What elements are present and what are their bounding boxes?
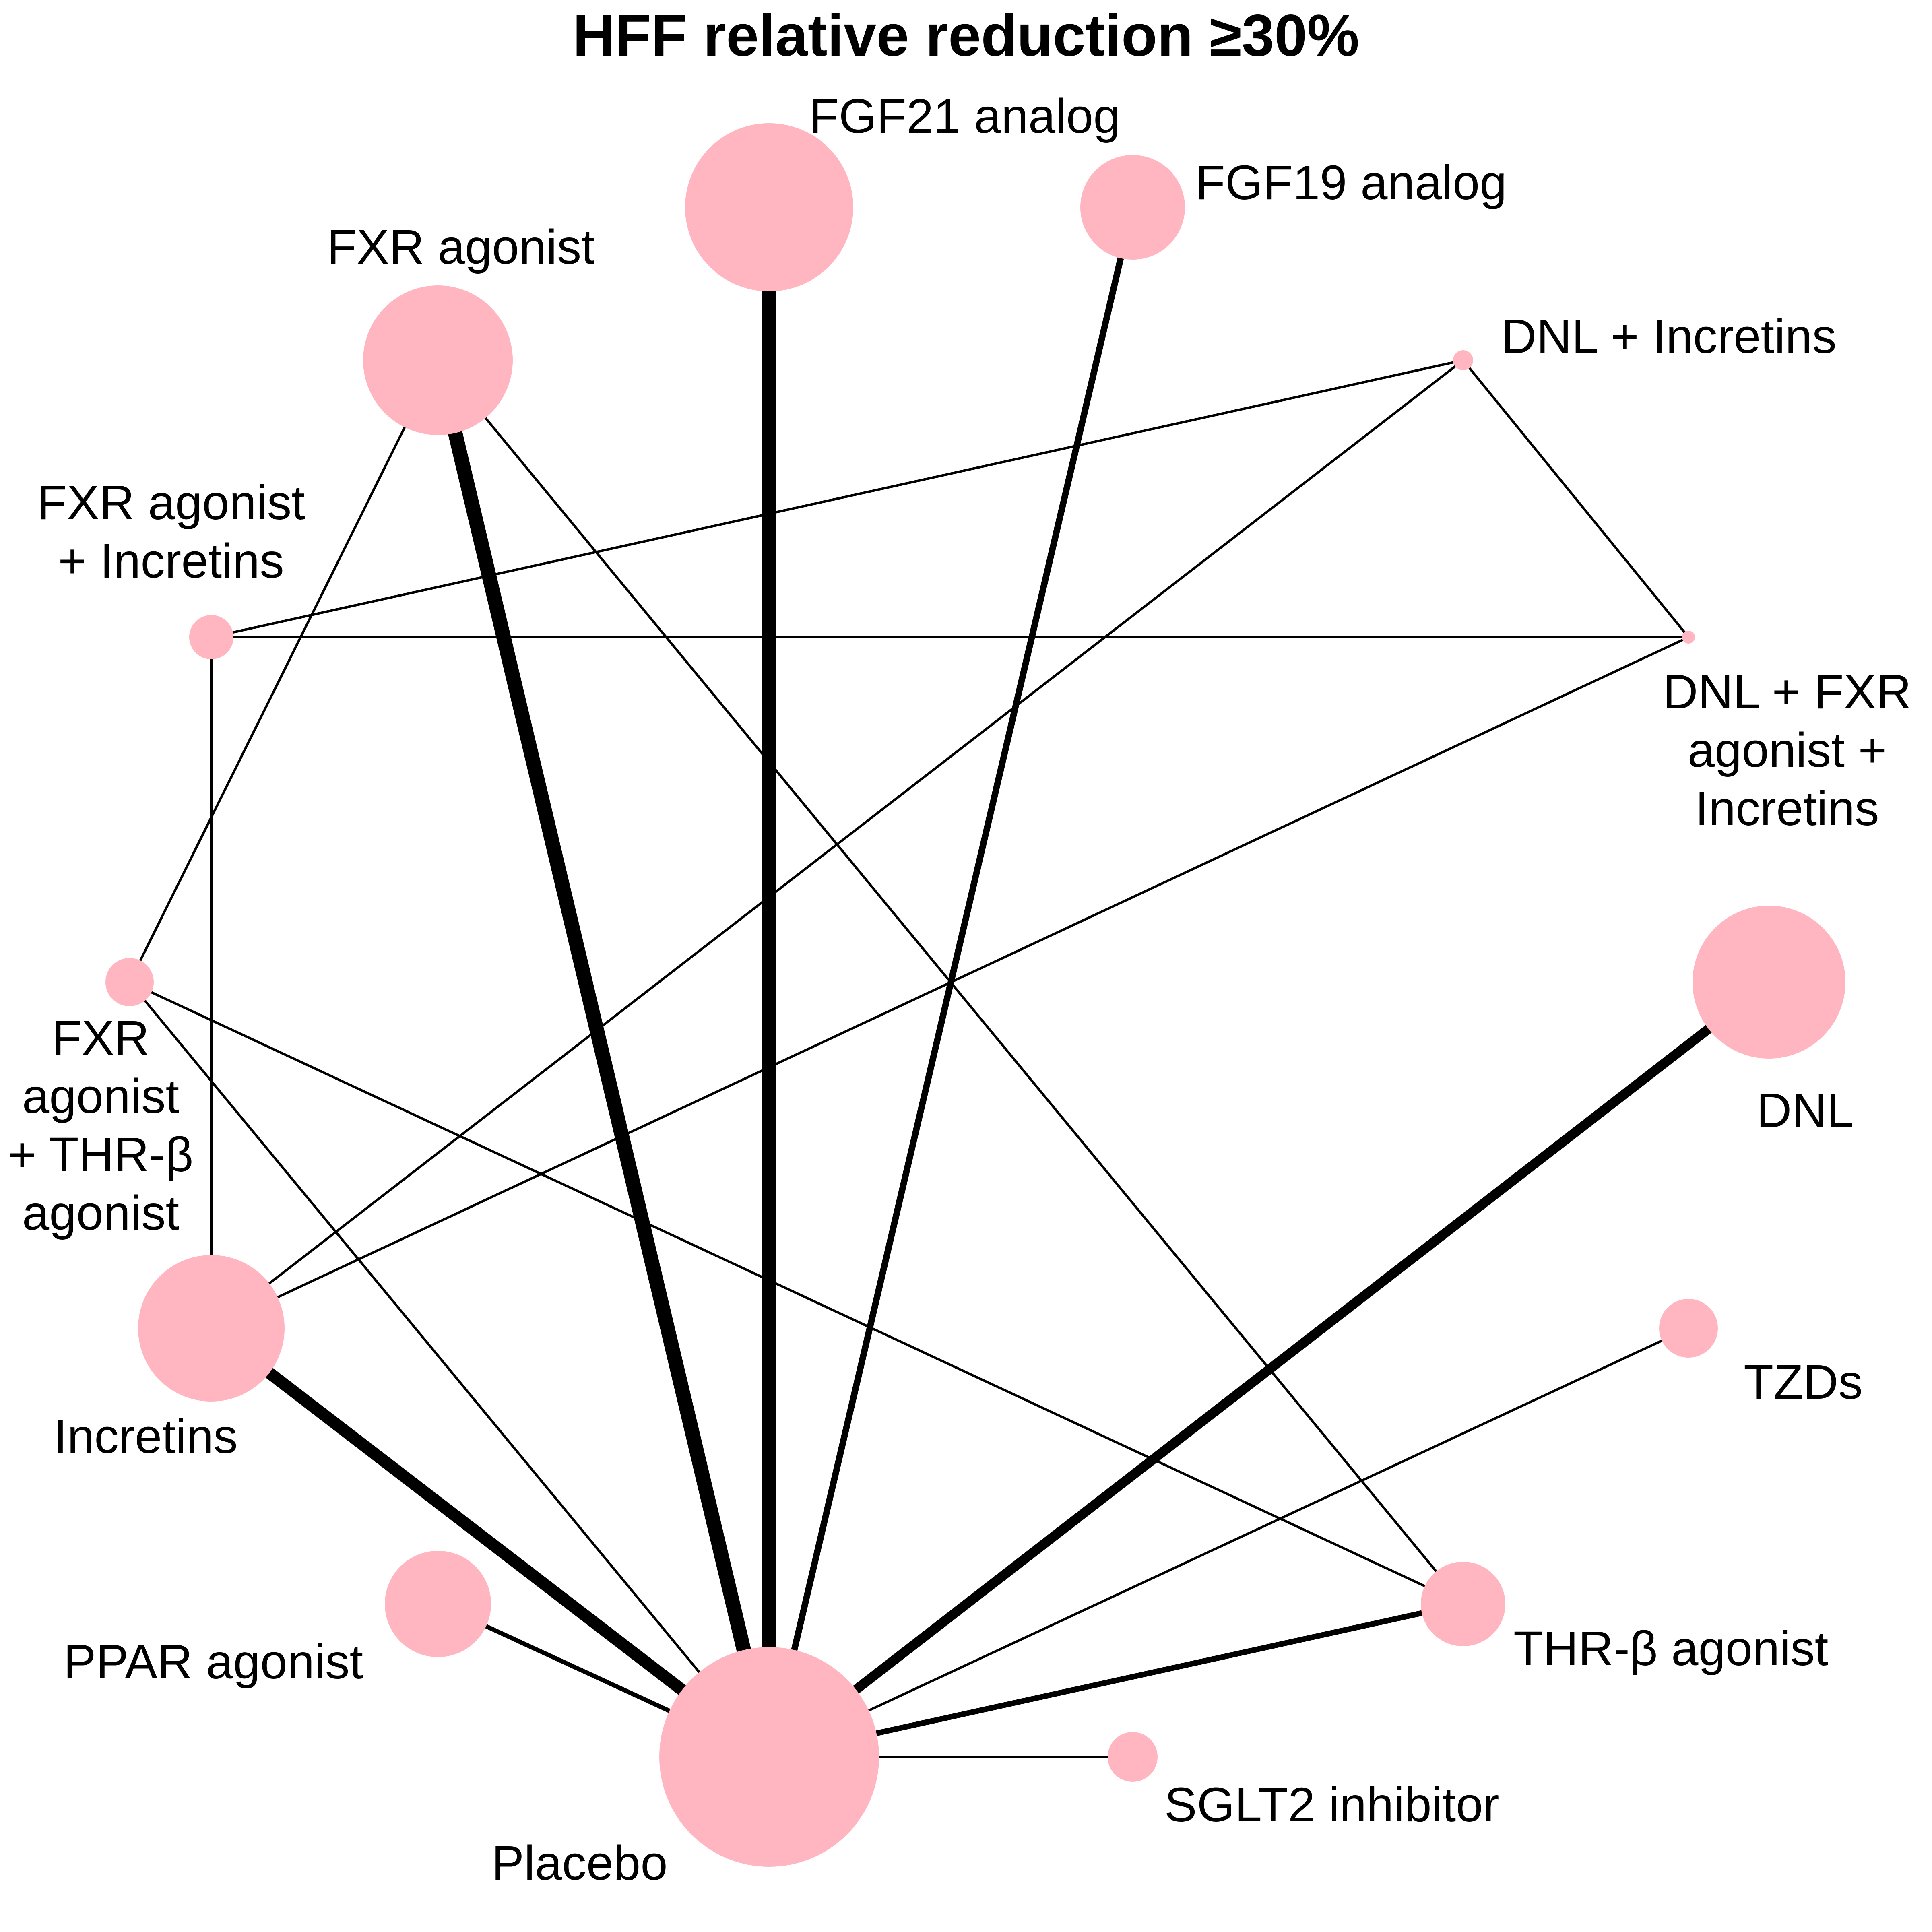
- node-ppar: [385, 1551, 491, 1657]
- node-tzds: [1659, 1299, 1718, 1358]
- node-label-line: agonist: [22, 1185, 179, 1240]
- node-label-line: SGLT2 inhibitor: [1164, 1777, 1499, 1832]
- edge-placebo-thr-beta: [768, 1601, 1464, 1760]
- node-label-thr-beta: THR-β agonist: [1513, 1621, 1828, 1676]
- node-label-line: Placebo: [491, 1835, 667, 1890]
- node-label-line: TZDs: [1744, 1354, 1863, 1409]
- edge-incretins-dnl-fxr-incretins: [211, 636, 1689, 1329]
- node-fgf19: [1080, 155, 1185, 260]
- edge-fxr-incretins-dnl-incretins: [211, 359, 1463, 638]
- node-label-line: FXR: [52, 1010, 149, 1065]
- edge-placebo-tzds: [768, 1327, 1689, 1758]
- node-fxr: [363, 285, 513, 435]
- node-label-fgf19: FGF19 analog: [1195, 155, 1507, 210]
- node-label-line: agonist +: [1688, 722, 1887, 777]
- node-dnl-incretins: [1453, 350, 1473, 370]
- node-label-ppar: PPAR agonist: [64, 1634, 363, 1689]
- edge-placebo-fxr: [431, 358, 776, 1759]
- edge-incretins-dnl-incretins: [211, 359, 1464, 1329]
- edge-fxr-fxr-thr: [128, 359, 439, 983]
- node-label-line: THR-β agonist: [1513, 1621, 1828, 1676]
- node-label-line: FGF21 analog: [809, 89, 1121, 143]
- node-label-incretins: Incretins: [54, 1409, 237, 1463]
- node-fxr-incretins: [189, 615, 233, 659]
- edge-placebo-fxr-thr: [128, 981, 770, 1758]
- node-label-line: DNL + FXR: [1663, 664, 1911, 719]
- node-thr-beta: [1421, 1562, 1505, 1646]
- node-label-line: Incretins: [1695, 781, 1879, 836]
- node-label-sglt2: SGLT2 inhibitor: [1164, 1777, 1499, 1832]
- edge-fxr-thr-thr-beta: [129, 981, 1464, 1605]
- node-label-line: FXR agonist: [327, 219, 595, 274]
- node-label-line: FXR agonist: [37, 475, 305, 530]
- node-label-dnl-incretins: DNL + Incretins: [1501, 309, 1837, 363]
- node-label-line: agonist: [22, 1069, 179, 1123]
- edge-dnl-incretins-dnl-fxr-incretins: [1462, 359, 1690, 638]
- node-label-line: + Incretins: [58, 533, 284, 588]
- node-label-line: PPAR agonist: [64, 1634, 363, 1689]
- node-dnl-fxr-incretins: [1682, 631, 1695, 644]
- node-label-fxr-incretins: FXR agonist + Incretins: [37, 475, 305, 588]
- node-label-dnl-fxr-incretins: DNL + FXR agonist + Incretins: [1663, 664, 1911, 836]
- node-incretins: [138, 1255, 285, 1402]
- node-fxr-thr: [105, 958, 154, 1006]
- labels-layer: FGF21 analog FGF19 analog DNL + Incretins D…: [8, 89, 1911, 1890]
- edge-placebo-incretins: [207, 1323, 773, 1762]
- nodes-layer: [105, 123, 1845, 1867]
- node-label-fgf21: FGF21 analog: [809, 89, 1121, 143]
- node-placebo: [659, 1647, 879, 1867]
- node-label-tzds: TZDs: [1744, 1354, 1863, 1409]
- node-label-line: + THR-β: [8, 1127, 194, 1182]
- node-sglt2: [1108, 1732, 1158, 1782]
- node-label-line: FGF19 analog: [1195, 155, 1507, 210]
- node-fgf21: [685, 123, 853, 291]
- node-label-line: DNL: [1757, 1083, 1854, 1137]
- node-label-dnl: DNL: [1757, 1083, 1854, 1137]
- node-label-line: DNL + Incretins: [1501, 309, 1837, 363]
- diagram-title: HFF relative reduction ≥30%: [573, 2, 1359, 68]
- node-label-placebo: Placebo: [491, 1835, 667, 1890]
- node-dnl: [1693, 906, 1845, 1059]
- edges-layer: [128, 206, 1772, 1762]
- node-label-line: Incretins: [54, 1409, 237, 1463]
- node-label-fxr: FXR agonist: [327, 219, 595, 274]
- node-label-fxr-thr: FXR agonist + THR-β agonist: [8, 1010, 194, 1240]
